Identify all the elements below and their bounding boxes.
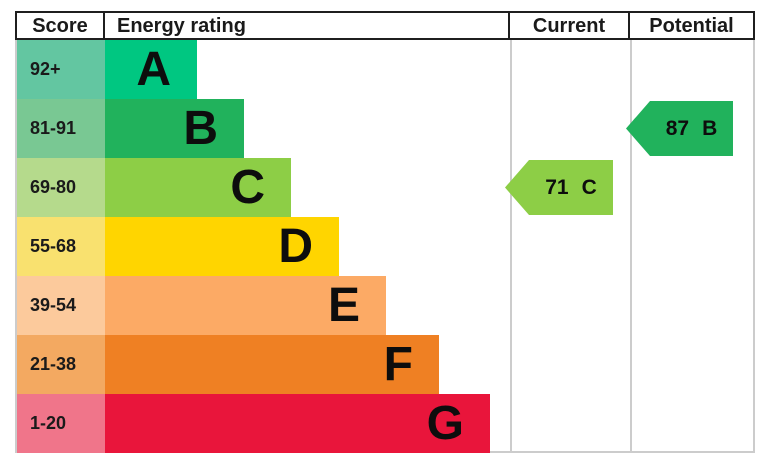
band-letter-e: E xyxy=(327,278,360,332)
divider-energy-current xyxy=(510,40,512,451)
score-range-b: 81-91 xyxy=(17,99,105,158)
current-rating-value: 71 xyxy=(545,175,569,199)
rating-row-c: 69-80 C xyxy=(17,158,753,217)
rating-row-b: 81-91 B xyxy=(17,99,753,158)
rating-row-d: 55-68 D xyxy=(17,217,753,276)
band-letter-g: G xyxy=(426,396,464,450)
chart-body: 92+ A 81-91 B 69-80 C 55-68 D 39-54 E 21-38 F 1-20 G xyxy=(15,40,755,453)
rating-row-f: 21-38 F xyxy=(17,335,753,394)
score-range-f: 21-38 xyxy=(17,335,105,394)
rating-row-a: 92+ A xyxy=(17,40,753,99)
band-letter-b: B xyxy=(183,101,218,155)
rating-row-e: 39-54 E xyxy=(17,276,753,335)
band-bar-e: E xyxy=(105,276,386,335)
current-rating-band: C xyxy=(581,175,597,199)
score-range-g: 1-20 xyxy=(17,394,105,453)
divider-current-potential xyxy=(630,40,632,451)
band-letter-f: F xyxy=(383,337,413,391)
band-letter-c: C xyxy=(230,160,265,214)
score-range-d: 55-68 xyxy=(17,217,105,276)
header-energy-rating: Energy rating xyxy=(105,13,510,38)
potential-rating-value: 87 xyxy=(665,116,690,140)
score-range-e: 39-54 xyxy=(17,276,105,335)
potential-rating-arrow: 87 B xyxy=(626,101,733,156)
band-bar-f: F xyxy=(105,335,439,394)
potential-rating-band: B xyxy=(702,116,718,140)
band-bar-b: B xyxy=(105,99,244,158)
header-score: Score xyxy=(17,13,105,38)
score-range-a: 92+ xyxy=(17,40,105,99)
header-current: Current xyxy=(510,13,630,38)
band-letter-a: A xyxy=(136,42,171,96)
band-letter-d: D xyxy=(278,219,313,273)
header-potential: Potential xyxy=(649,14,734,37)
score-range-c: 69-80 xyxy=(17,158,105,217)
rating-row-g: 1-20 G xyxy=(17,394,753,453)
band-bar-a: A xyxy=(105,40,197,99)
band-bar-g: G xyxy=(105,394,490,453)
chart-header-row: Score Energy rating Current Potential xyxy=(15,11,755,40)
current-rating-arrow: 71 C xyxy=(505,160,613,215)
band-bar-d: D xyxy=(105,217,339,276)
band-bar-c: C xyxy=(105,158,291,217)
